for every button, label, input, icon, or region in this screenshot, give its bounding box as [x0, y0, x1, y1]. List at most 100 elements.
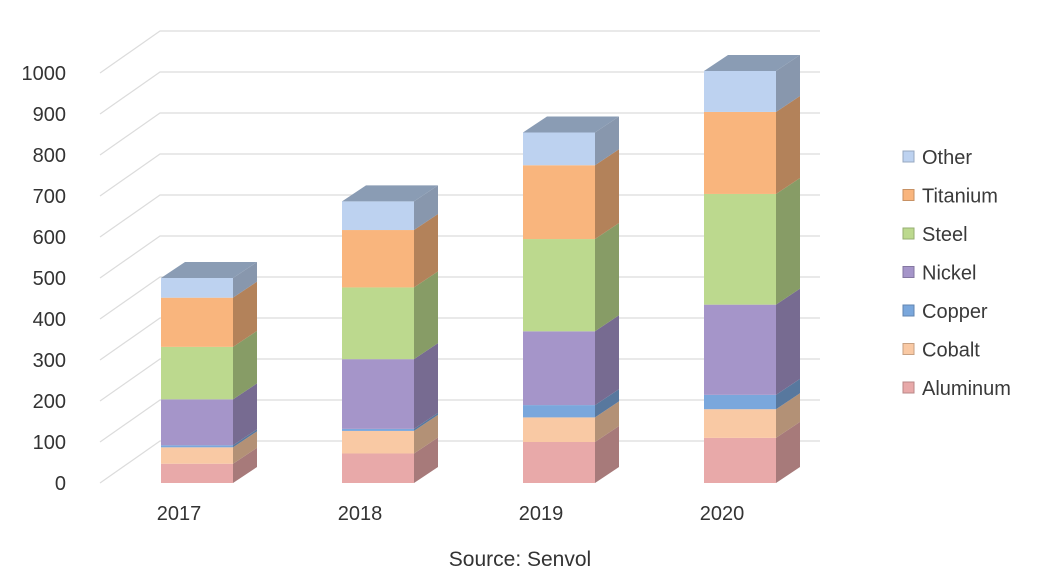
legend-item-aluminum: Aluminum [902, 378, 1011, 400]
bar-top-2020 [704, 54, 800, 71]
bar-front-2017-other [161, 278, 233, 298]
bar-side-2018-other [414, 185, 438, 231]
bar-segment-2020-cobalt [704, 393, 800, 438]
bar-segment-2017-aluminum [161, 447, 257, 483]
legend-swatch-steel [902, 227, 915, 240]
bar-side-2017-steel [233, 330, 257, 400]
bar-front-2018-steel [342, 287, 414, 360]
bar-side-2020-copper [776, 378, 800, 410]
bar-side-2018-aluminum [414, 437, 438, 483]
bar-front-2018-cobalt [342, 430, 414, 454]
bar-front-2020-titanium [704, 111, 776, 194]
bar-front-2020-aluminum [704, 437, 776, 483]
bar-top-2017 [161, 262, 257, 278]
legend-label-cobalt: Cobalt [922, 340, 980, 362]
bar-front-2018-titanium [342, 230, 414, 288]
legend-item-cobalt: Cobalt [902, 340, 980, 362]
bar-side-2020-steel [776, 177, 800, 305]
bar-front-2020-nickel [704, 304, 776, 395]
bar-front-2019-copper [523, 405, 595, 418]
bar-front-2018-other [342, 201, 414, 231]
bar-segment-2019-steel [523, 223, 619, 332]
bar-side-2019-steel [595, 223, 619, 332]
bar-side-2018-titanium [414, 214, 438, 288]
legend: Other Titanium Steel Nickel Copper Cobalt Alum… [902, 147, 1011, 400]
x-tick-label-2019: 2019 [519, 503, 564, 525]
bar-front-2020-other [704, 70, 776, 112]
bar-side-2018-cobalt [414, 414, 438, 454]
bar-side-2017-cobalt [233, 431, 257, 464]
bar-stack-2020 [704, 54, 800, 483]
bar-segment-2017-cobalt [161, 431, 257, 464]
x-tick-label-2020: 2020 [700, 503, 745, 525]
y-tick-label-100: 100 [33, 432, 66, 454]
bar-side-2020-cobalt [776, 393, 800, 438]
bar-segment-2020-titanium [704, 95, 800, 194]
bar-segment-2018-aluminum [342, 437, 438, 483]
legend-item-other: Other [902, 147, 972, 169]
bar-side-2020-titanium [776, 95, 800, 194]
bar-front-2020-cobalt [704, 409, 776, 438]
bar-segment-2018-copper [342, 412, 438, 431]
bar-front-2019-steel [523, 239, 595, 332]
bar-segment-2018-cobalt [342, 414, 438, 454]
bar-side-2017-copper [233, 429, 257, 448]
legend-item-copper: Copper [902, 301, 988, 323]
bar-front-2020-copper [704, 394, 776, 410]
x-axis-labels: 2017 2018 2019 2020 [157, 503, 745, 525]
bar-segment-2019-aluminum [523, 426, 619, 483]
y-tick-label-400: 400 [33, 309, 66, 331]
bar-segment-2019-titanium [523, 149, 619, 240]
bar-segment-2017-titanium [161, 281, 257, 347]
bar-top-2018 [342, 185, 438, 202]
bar-front-2020-steel [704, 193, 776, 305]
y-tick-label-600: 600 [33, 227, 66, 249]
bar-side-2019-cobalt [595, 401, 619, 442]
bar-front-2019-nickel [523, 331, 595, 406]
y-tick-label-800: 800 [33, 145, 66, 167]
bar-side-2018-nickel [414, 343, 438, 429]
bar-side-2017-other [233, 262, 257, 298]
bar-front-2019-aluminum [523, 442, 595, 483]
bar-side-2020-other [776, 54, 800, 112]
bar-side-2018-copper [414, 412, 438, 431]
legend-swatch-other [902, 150, 915, 163]
legend-label-titanium: Titanium [922, 186, 998, 208]
bar-segment-2018-other [342, 185, 438, 231]
bar-side-2019-nickel [595, 315, 619, 406]
bar-side-2019-titanium [595, 149, 619, 240]
bar-stack-2019 [523, 116, 619, 483]
legend-label-other: Other [922, 147, 972, 169]
bar-top-2019 [523, 116, 619, 133]
legend-swatch-titanium [902, 189, 915, 201]
bar-segment-2017-nickel [161, 383, 257, 446]
bar-front-2017-steel [161, 346, 233, 400]
legend-label-aluminum: Aluminum [922, 378, 1011, 400]
bar-segment-2020-copper [704, 378, 800, 410]
bar-front-2017-copper [161, 445, 233, 448]
bar-front-2017-aluminum [161, 463, 233, 483]
bar-side-2019-copper [595, 389, 619, 418]
y-tick-label-900: 900 [33, 104, 66, 126]
bar-side-2017-aluminum [233, 447, 257, 483]
bar-stack-2018 [342, 185, 438, 483]
legend-item-titanium: Titanium [902, 186, 998, 208]
legend-item-steel: Steel [902, 224, 968, 246]
bar-front-2019-cobalt [523, 417, 595, 442]
bar-segment-2017-copper [161, 429, 257, 448]
y-axis-ticks: 0 100 200 300 400 500 600 700 800 900 1000 [22, 63, 67, 495]
bar-side-2019-other [595, 116, 619, 166]
chart-grid [99, 30, 820, 484]
y-tick-label-0: 0 [55, 473, 66, 495]
legend-item-nickel: Nickel [902, 263, 976, 285]
x-tick-label-2017: 2017 [157, 503, 202, 525]
bar-front-2017-titanium [161, 297, 233, 347]
legend-swatch-copper [902, 304, 915, 317]
bar-segment-2019-other [523, 116, 619, 166]
legend-label-copper: Copper [922, 301, 988, 323]
source-note: Source: Senvol [448, 548, 592, 571]
x-tick-label-2018: 2018 [338, 503, 383, 525]
gridline-1000 [99, 30, 820, 74]
y-tick-label-700: 700 [33, 186, 66, 208]
